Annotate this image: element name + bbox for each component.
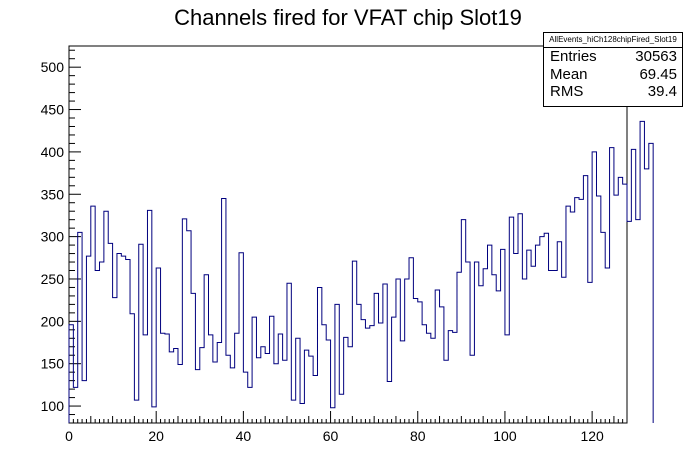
stats-box-title: AllEvents_hiCh128chipFired_Slot19 [544,33,682,48]
x-tick-label: 60 [323,428,339,444]
y-tick-label: 100 [41,398,65,414]
stats-label-entries: Entries [550,48,597,65]
stats-label-mean: Mean [550,65,588,83]
x-tick-label: 120 [580,428,604,444]
x-axis: 0 20 40 60 80 100 120 [65,411,628,444]
stats-box: AllEvents_hiCh128chipFired_Slot19 Entrie… [543,32,683,107]
y-axis: 100 150 200 250 300 350 400 450 500 [41,49,81,424]
histogram-series-line [68,120,654,423]
y-tick-label: 300 [41,229,65,245]
y-tick-label: 500 [41,59,65,75]
x-tick-label: 100 [493,428,517,444]
x-tick-label: 20 [148,428,164,444]
y-tick-label: 150 [41,356,65,372]
y-tick-label: 450 [41,102,65,118]
chart-title: Channels fired for VFAT chip Slot19 [174,5,522,30]
stats-row-rms: RMS 39.4 [544,83,682,101]
stats-value-entries: 30563 [635,48,677,65]
stats-label-rms: RMS [550,83,584,100]
stats-row-entries: Entries 30563 [544,48,682,66]
stats-row-mean: Mean 69.45 [544,66,682,84]
y-tick-label: 250 [41,271,65,287]
stats-value-mean: 69.45 [639,65,677,83]
stats-value-rms: 39.4 [647,83,677,100]
y-tick-label: 200 [41,313,65,329]
y-tick-label: 350 [41,186,65,202]
x-tick-label: 0 [65,428,73,444]
y-tick-label: 400 [41,144,65,160]
x-tick-label: 40 [236,428,252,444]
x-tick-label: 80 [410,428,426,444]
